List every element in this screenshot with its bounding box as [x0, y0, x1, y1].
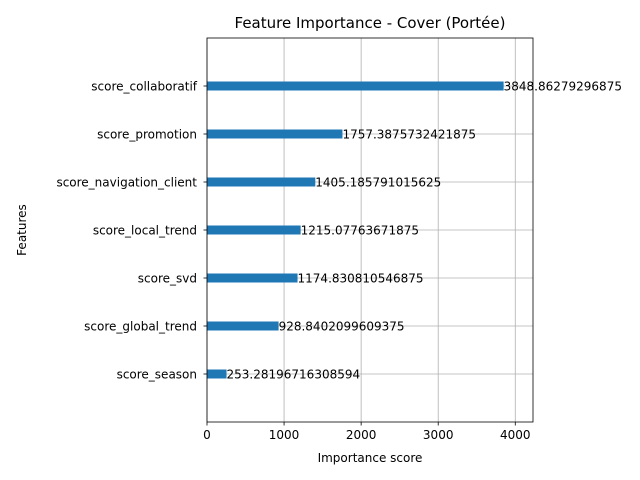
x-tick-label: 0 — [203, 428, 211, 442]
x-tick-label: 4000 — [500, 428, 531, 442]
bar — [207, 321, 279, 331]
x-tick-label: 2000 — [346, 428, 377, 442]
y-tick-label: score_navigation_client — [56, 176, 197, 190]
chart-title: Feature Importance - Cover (Portée) — [235, 14, 506, 32]
bar — [207, 81, 504, 91]
y-tick-label: score_season — [117, 368, 197, 382]
bar-value-label: 1405.185791015625 — [315, 176, 441, 190]
y-axis: score_collaboratif score_promotion score_n… — [56, 80, 207, 382]
bar-value-label: 928.8402099609375 — [279, 320, 405, 334]
y-tick-label: score_svd — [138, 272, 197, 286]
bar — [207, 177, 316, 187]
data-labels: 3848.86279296875 1757.3875732421875 1405.1… — [227, 80, 622, 382]
bar-value-label: 1215.07763671875 — [301, 224, 419, 238]
x-axis: 0 1000 2000 3000 4000 — [203, 422, 531, 442]
bars — [207, 81, 504, 379]
bar-value-label: 1757.3875732421875 — [342, 128, 476, 142]
bar — [207, 369, 227, 379]
y-tick-label: score_global_trend — [84, 320, 197, 334]
x-tick-label: 1000 — [269, 428, 300, 442]
x-tick-label: 3000 — [423, 428, 454, 442]
bar — [207, 225, 301, 235]
bar-value-label: 1174.830810546875 — [298, 272, 424, 286]
bar-value-label: 3848.86279296875 — [504, 80, 622, 94]
y-axis-label: Features — [15, 204, 29, 256]
x-axis-label: Importance score — [318, 451, 423, 465]
bar — [207, 273, 298, 283]
y-tick-label: score_promotion — [97, 128, 197, 142]
bar — [207, 129, 343, 139]
bar-value-label: 253.28196716308594 — [227, 368, 361, 382]
y-tick-label: score_local_trend — [93, 224, 197, 238]
y-tick-label: score_collaboratif — [91, 80, 197, 94]
